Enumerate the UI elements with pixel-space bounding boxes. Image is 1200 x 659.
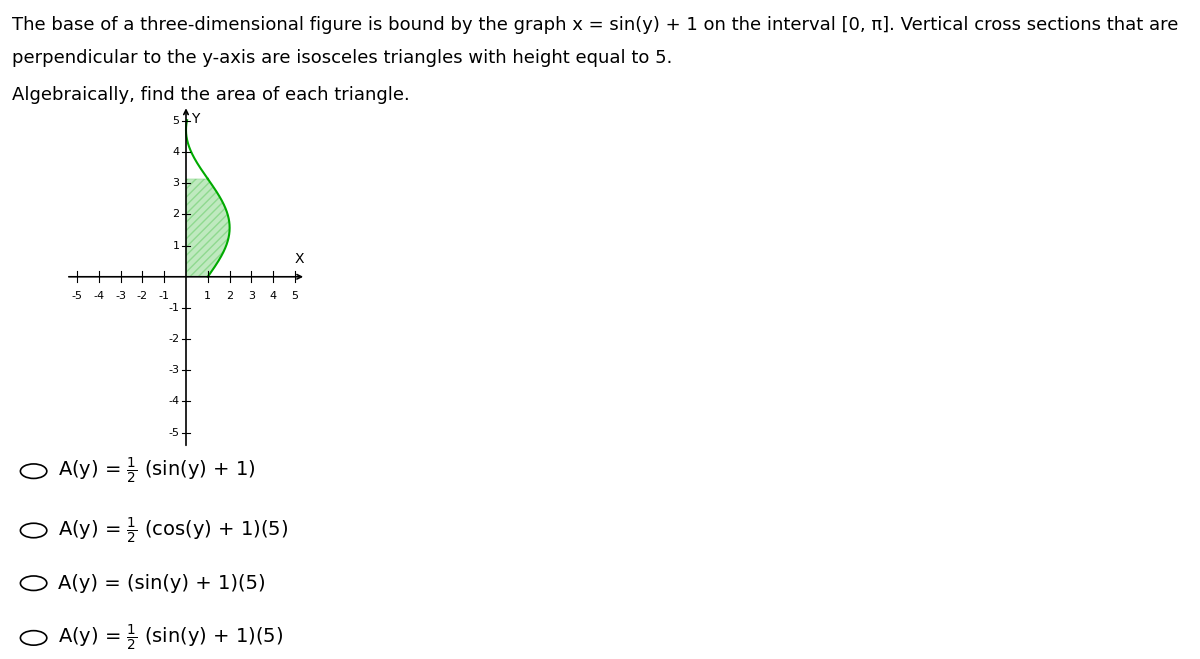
Text: 2: 2 (226, 291, 233, 301)
Text: A(y) = $\frac{1}{2}$ (sin(y) + 1): A(y) = $\frac{1}{2}$ (sin(y) + 1) (58, 456, 256, 486)
Text: 4: 4 (270, 291, 277, 301)
Text: X: X (295, 252, 305, 266)
Text: -5: -5 (72, 291, 83, 301)
Text: -2: -2 (137, 291, 148, 301)
Text: 5: 5 (173, 116, 180, 126)
Text: A(y) = $\frac{1}{2}$ (sin(y) + 1)(5): A(y) = $\frac{1}{2}$ (sin(y) + 1)(5) (58, 623, 283, 653)
Text: Y: Y (191, 111, 199, 126)
Text: -3: -3 (115, 291, 126, 301)
Text: 1: 1 (173, 241, 180, 250)
Text: -5: -5 (168, 428, 180, 438)
Text: A(y) = $\frac{1}{2}$ (cos(y) + 1)(5): A(y) = $\frac{1}{2}$ (cos(y) + 1)(5) (58, 515, 288, 546)
Text: 1: 1 (204, 291, 211, 301)
Text: perpendicular to the y-axis are isosceles triangles with height equal to 5.: perpendicular to the y-axis are isoscele… (12, 49, 672, 67)
Text: 3: 3 (173, 179, 180, 188)
Text: 4: 4 (173, 147, 180, 157)
Text: -4: -4 (168, 397, 180, 407)
Text: -1: -1 (168, 303, 180, 313)
Text: A(y) = (sin(y) + 1)(5): A(y) = (sin(y) + 1)(5) (58, 574, 265, 592)
Text: -2: -2 (168, 334, 180, 344)
Text: 5: 5 (292, 291, 299, 301)
Text: -1: -1 (158, 291, 169, 301)
Text: -3: -3 (168, 365, 180, 375)
Text: 2: 2 (173, 210, 180, 219)
Text: The base of a three-dimensional figure is bound by the graph x = sin(y) + 1 on t: The base of a three-dimensional figure i… (12, 16, 1178, 34)
Text: -4: -4 (94, 291, 104, 301)
Text: Algebraically, find the area of each triangle.: Algebraically, find the area of each tri… (12, 86, 409, 103)
Text: 3: 3 (248, 291, 254, 301)
